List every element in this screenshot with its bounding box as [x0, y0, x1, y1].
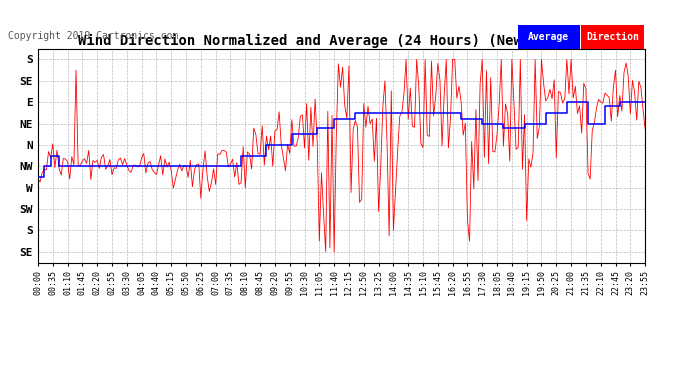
Title: Wind Direction Normalized and Average (24 Hours) (New) 20190711: Wind Direction Normalized and Average (2… [78, 33, 605, 48]
Text: Direction: Direction [586, 32, 639, 42]
Text: Average: Average [528, 32, 569, 42]
Text: Copyright 2019 Cartronics.com: Copyright 2019 Cartronics.com [8, 32, 179, 41]
